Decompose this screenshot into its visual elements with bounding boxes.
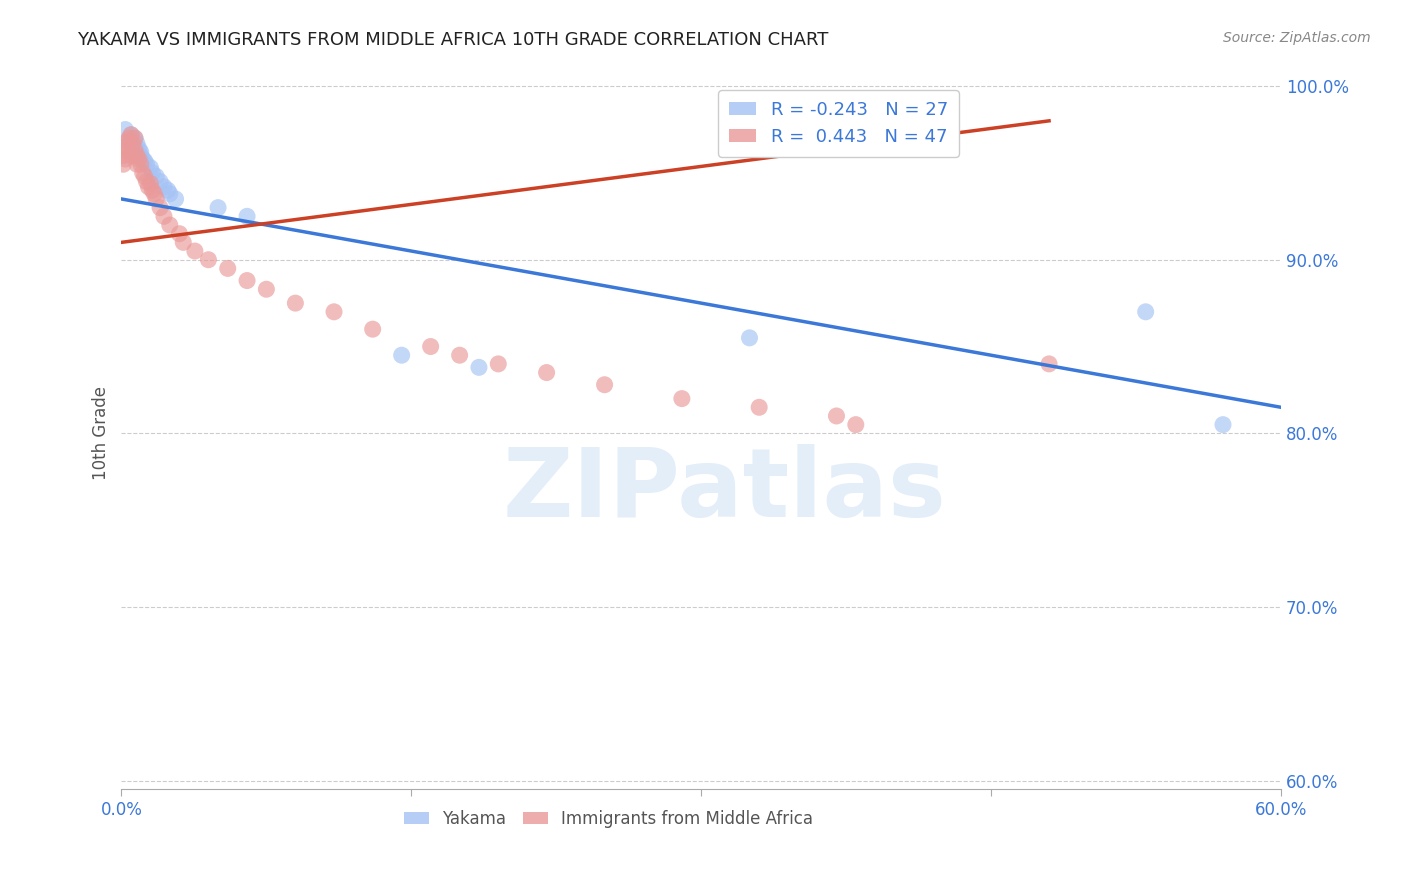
Point (159, 186, 181, 201)
Text: YAKAMA VS IMMIGRANTS FROM MIDDLE AFRICA 10TH GRADE CORRELATION CHART: YAKAMA VS IMMIGRANTS FROM MIDDLE AFRICA … (77, 31, 828, 49)
Point (449, 348, 471, 362)
Point (112, 148, 135, 162)
Point (135, 175, 157, 189)
Point (153, 179, 176, 194)
Point (114, 152, 136, 166)
Point (125, 148, 148, 162)
Point (486, 357, 509, 371)
Point (153, 210, 176, 224)
Point (120, 128, 142, 142)
Point (593, 377, 616, 392)
Point (169, 227, 191, 241)
Point (184, 244, 207, 258)
Point (149, 175, 172, 189)
Point (825, 409, 848, 423)
Point (124, 131, 146, 145)
Point (748, 401, 770, 415)
Point (129, 148, 152, 162)
Text: ZIPatlas: ZIPatlas (502, 444, 946, 537)
Point (120, 128, 142, 142)
Point (124, 131, 146, 145)
Point (207, 201, 229, 215)
Y-axis label: 10th Grade: 10th Grade (93, 386, 110, 480)
Point (468, 360, 491, 375)
Point (845, 417, 868, 432)
Point (145, 169, 167, 184)
Point (1038, 357, 1060, 371)
Legend: Yakama, Immigrants from Middle Africa: Yakama, Immigrants from Middle Africa (396, 803, 820, 834)
Point (138, 179, 160, 194)
Point (254, 282, 277, 296)
Point (114, 140, 136, 154)
Point (217, 261, 239, 276)
Point (141, 183, 163, 197)
Point (129, 157, 152, 171)
Point (149, 201, 172, 215)
Point (131, 152, 153, 166)
Point (1212, 417, 1234, 432)
Point (172, 235, 194, 250)
Point (122, 136, 145, 151)
Point (135, 157, 157, 171)
Point (118, 131, 141, 145)
Point (134, 169, 156, 184)
Point (115, 144, 138, 158)
Point (120, 148, 142, 162)
Point (738, 331, 761, 345)
Point (125, 136, 148, 151)
Point (134, 153, 156, 168)
Point (125, 157, 148, 171)
Point (236, 210, 259, 224)
Point (112, 157, 135, 171)
Point (124, 144, 146, 158)
Point (115, 135, 138, 149)
Point (129, 145, 152, 160)
Point (1135, 305, 1157, 319)
Point (323, 305, 346, 319)
Point (165, 192, 187, 206)
Point (118, 135, 141, 149)
Point (145, 192, 167, 206)
Point (128, 142, 150, 156)
Point (159, 218, 181, 232)
Point (236, 274, 259, 288)
Point (419, 339, 441, 353)
Text: Source: ZipAtlas.com: Source: ZipAtlas.com (1223, 31, 1371, 45)
Point (114, 122, 136, 136)
Point (284, 296, 307, 310)
Point (143, 186, 166, 201)
Point (536, 366, 558, 380)
Point (156, 183, 179, 197)
Point (122, 140, 145, 154)
Point (391, 348, 413, 362)
Point (197, 252, 219, 267)
Point (139, 161, 162, 175)
Point (131, 166, 153, 180)
Point (361, 322, 384, 336)
Point (141, 166, 163, 180)
Point (139, 177, 162, 191)
Point (128, 152, 150, 166)
Point (671, 392, 693, 406)
